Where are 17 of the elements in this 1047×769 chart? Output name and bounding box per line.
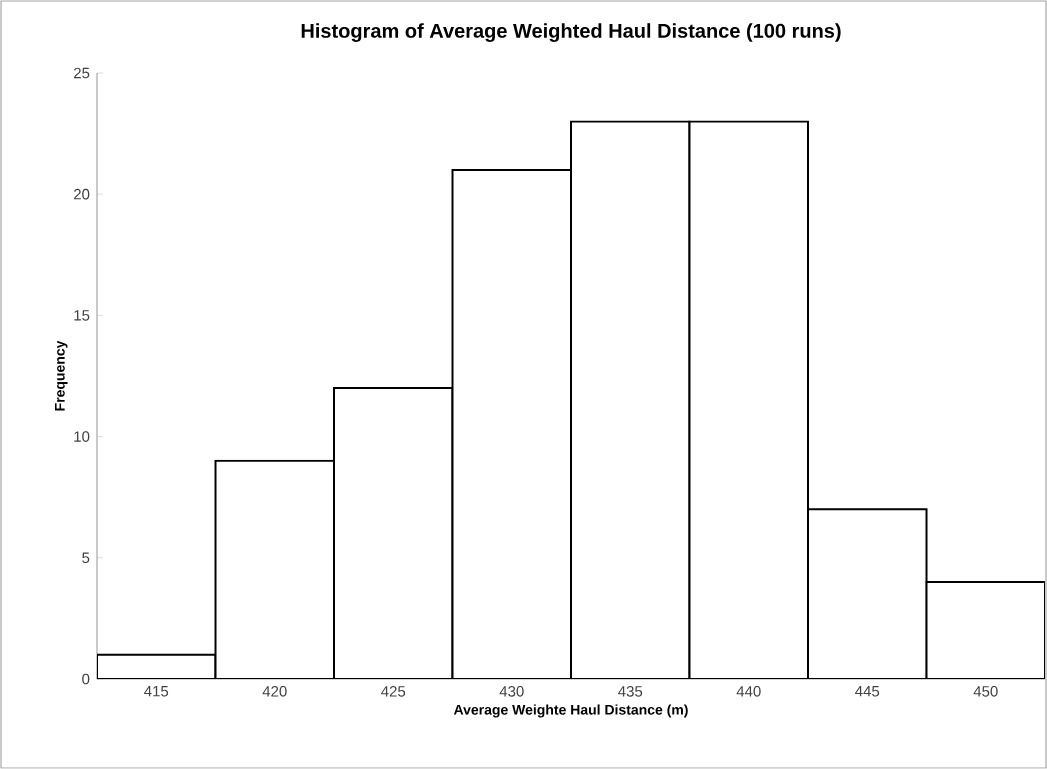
- x-axis-title: Average Weighte Haul Distance (m): [453, 704, 688, 718]
- x-tick-label: 445: [855, 686, 880, 697]
- y-tick-label: 10: [74, 431, 90, 442]
- x-tick-label: 420: [262, 686, 287, 697]
- y-axis-title: Frequency: [54, 340, 68, 411]
- x-tick-label: 440: [736, 686, 761, 697]
- y-tick-label: 25: [74, 67, 90, 79]
- x-tick-label: 450: [973, 686, 998, 697]
- y-tick-label: 15: [74, 310, 90, 321]
- chart-title: Histogram of Average Weighted Haul Distance (100 runs): [301, 23, 841, 42]
- y-tick-label: 20: [74, 188, 90, 200]
- y-tick-label: 5: [82, 552, 90, 564]
- y-tick-label: 0: [82, 673, 90, 685]
- x-tick-label: 430: [499, 686, 524, 697]
- x-tick-label: 415: [144, 686, 169, 697]
- x-tick-label: 435: [618, 686, 643, 697]
- x-tick-label: 425: [381, 686, 406, 697]
